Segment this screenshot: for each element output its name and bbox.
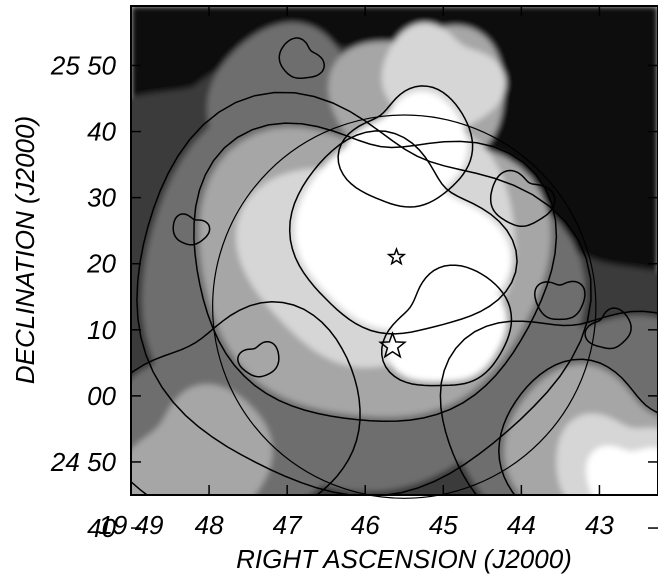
y-tick-label: 00 [87,381,116,411]
x-tick-label: 44 [507,510,536,540]
star-small-marker [386,246,407,266]
beam-circle [212,114,597,499]
x-tick-label: 19 49 [98,510,163,540]
x-tick-label: 43 [585,510,614,540]
intensity-map [131,6,658,495]
x-tick-label: 46 [351,510,380,540]
y-tick-label: 20 [86,249,116,279]
contour-line [534,280,586,321]
contour-line [278,37,325,79]
intensity-region [586,445,658,495]
contour-line [498,358,658,495]
contour-line [193,122,558,423]
y-axis-title: DECLINATION (J2000) [10,116,40,384]
intensity-region [387,270,507,381]
contour-line [288,130,518,335]
contour-line [584,307,632,350]
x-axis-title: RIGHT ASCENSION (J2000) [236,544,572,574]
y-tick-label: 25 50 [50,50,117,80]
x-axis: 19 49 48 47 46 45 44 43 [98,6,614,540]
y-tick-label: 24 50 [50,447,117,477]
x-tick-label: 45 [429,510,458,540]
contour-line [172,213,211,246]
x-tick-label: 48 [195,510,224,540]
overlay-layer [212,114,597,499]
star-large-marker [378,331,407,359]
contour-line [489,169,556,228]
contour-line [381,264,513,387]
contour-line [131,300,361,495]
y-tick-label: 10 [87,315,116,345]
contour-line [136,91,592,495]
y-tick-label: 40 [87,513,116,543]
intensity-region [131,384,273,495]
contour-line [237,340,280,378]
y-axis: 25 50 40 30 20 10 00 24 50 40 [50,50,658,543]
contour-line [337,85,474,208]
contour-line [439,310,658,495]
y-tick-label: 40 [87,117,116,147]
plot-frame [130,5,658,496]
y-tick-label: 30 [87,183,116,213]
x-tick-label: 47 [273,510,303,540]
